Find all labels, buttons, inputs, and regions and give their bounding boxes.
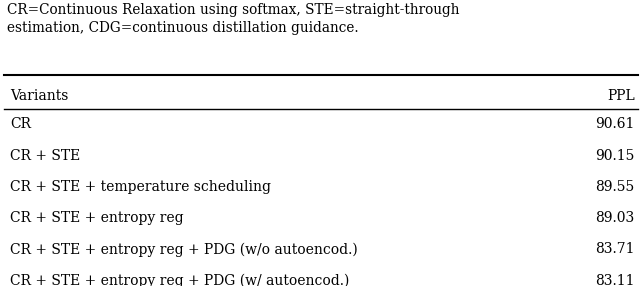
Text: CR + STE: CR + STE — [10, 148, 81, 162]
Text: 89.55: 89.55 — [596, 180, 635, 194]
Text: 83.71: 83.71 — [595, 242, 635, 256]
Text: 90.61: 90.61 — [595, 117, 635, 131]
Text: CR=Continuous Relaxation using softmax, STE=straight-through
estimation, CDG=con: CR=Continuous Relaxation using softmax, … — [7, 3, 460, 35]
Text: Variants: Variants — [10, 89, 68, 103]
Text: CR + STE + entropy reg + PDG (w/ autoencod.): CR + STE + entropy reg + PDG (w/ autoenc… — [10, 273, 349, 286]
Text: CR + STE + temperature scheduling: CR + STE + temperature scheduling — [10, 180, 271, 194]
Text: CR + STE + entropy reg + PDG (w/o autoencod.): CR + STE + entropy reg + PDG (w/o autoen… — [10, 242, 358, 257]
Text: 90.15: 90.15 — [595, 148, 635, 162]
Text: CR + STE + entropy reg: CR + STE + entropy reg — [10, 211, 184, 225]
Text: CR: CR — [10, 117, 31, 131]
Text: PPL: PPL — [607, 89, 635, 103]
Text: 89.03: 89.03 — [596, 211, 635, 225]
Text: 83.11: 83.11 — [595, 274, 635, 286]
